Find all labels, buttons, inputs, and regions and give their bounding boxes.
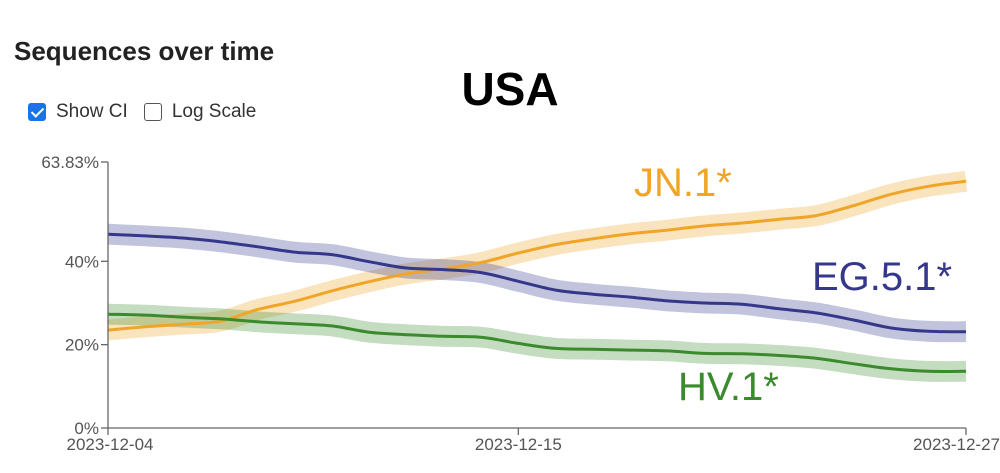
- x-ticks: 2023-12-04 2023-12-15 2023-12-27: [67, 428, 1000, 454]
- section-heading: Sequences over time: [14, 36, 275, 66]
- show-ci-checkbox[interactable]: [28, 103, 46, 121]
- chart-title: USA: [461, 63, 559, 115]
- series-line-hv-1: [107, 312, 967, 373]
- log-scale-toggle[interactable]: Log Scale: [143, 101, 257, 123]
- series-line-jn-1: [107, 179, 967, 332]
- y-ticks: 0% 20% 40% 63.83%: [41, 153, 108, 438]
- series-label-eg-5-1: EG.5.1*: [812, 255, 952, 299]
- y-tick-label: 0%: [74, 419, 99, 438]
- y-tick-label: 40%: [65, 252, 99, 271]
- log-scale-label: Log Scale: [171, 101, 257, 122]
- x-tick-label: 2023-12-15: [475, 435, 562, 454]
- series-label-jn-1: JN.1*: [634, 161, 732, 205]
- y-tick-label: 63.83%: [41, 153, 99, 172]
- x-tick-label: 2023-12-04: [67, 435, 154, 454]
- series-labels: JN.1* EG.5.1* HV.1*: [634, 161, 952, 409]
- log-scale-checkbox[interactable]: [143, 103, 162, 121]
- show-ci-label: Show CI: [56, 101, 128, 122]
- show-ci-toggle[interactable]: Show CI: [28, 101, 128, 123]
- chart-controls: Show CI Log Scale: [28, 101, 256, 123]
- y-tick-label: 20%: [65, 336, 99, 355]
- series-label-hv-1: HV.1*: [678, 365, 779, 409]
- series-lines: [107, 179, 967, 373]
- x-tick-label: 2023-12-27: [913, 435, 1000, 454]
- series-line-eg-5-1: [107, 232, 967, 334]
